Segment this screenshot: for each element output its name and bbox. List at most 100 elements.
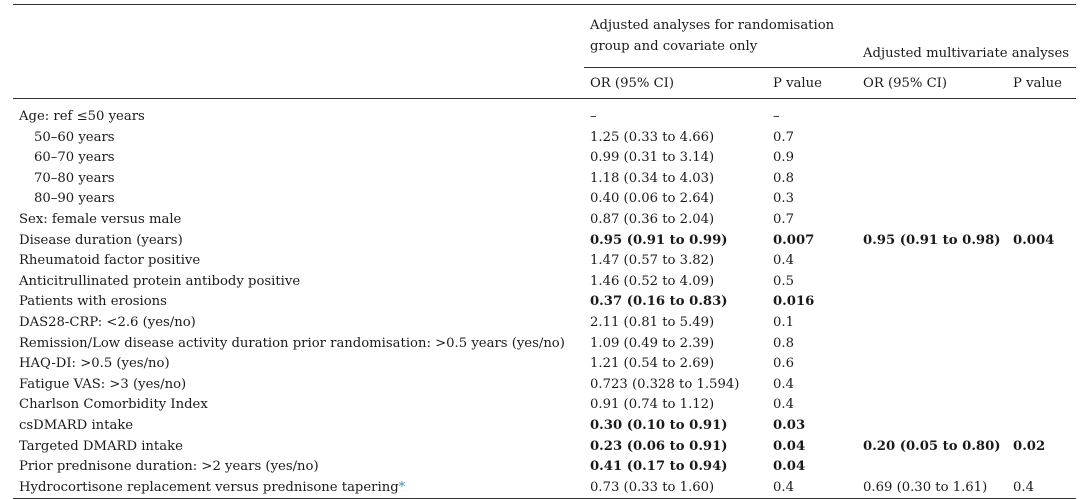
table-row: 50–60 years 1.25 (0.33 to 4.66) 0.7 (13, 128, 1076, 149)
p-value-adjusted: 0.4 (767, 477, 858, 499)
p-value-multivariate-text: 0.4 (1013, 479, 1034, 495)
row-label: Remission/Low disease activity duration … (13, 334, 584, 355)
row-label: 60–70 years (13, 148, 584, 169)
p-value-adjusted: 0.016 (767, 292, 857, 313)
row-label: csDMARD intake (13, 416, 584, 437)
or-ci-adjusted: 1.18 (0.34 to 4.03) (584, 169, 767, 190)
row-label: Hydrocortisone replacement versus predni… (13, 477, 584, 499)
or-ci-multivariate (857, 292, 1007, 313)
or-ci-multivariate (857, 210, 1007, 231)
p-value-adjusted: 0.8 (767, 334, 857, 355)
or-ci-adjusted-text: 2.11 (0.81 to 5.49) (590, 314, 715, 330)
or-ci-multivariate (857, 148, 1007, 169)
or-ci-multivariate: 0.69 (0.30 to 1.61) (857, 477, 1008, 499)
p-value-adjusted-text: 0.04 (773, 438, 806, 454)
row-label-text: 70–80 years (34, 170, 115, 186)
or-ci-multivariate (857, 334, 1007, 355)
p-value-multivariate (1007, 128, 1076, 149)
p-value-adjusted-text: 0.7 (773, 211, 794, 227)
p-value-adjusted: 0.1 (767, 313, 857, 334)
p-value-adjusted-text: 0.04 (773, 459, 806, 475)
p-value-adjusted: 0.7 (767, 210, 857, 231)
p-value-multivariate-text: 0.004 (1013, 232, 1055, 248)
row-label-text: Age: ref ≤50 years (19, 109, 145, 124)
or-ci-adjusted: 0.95 (0.91 to 0.99) (584, 231, 767, 252)
or-ci-adjusted: – (584, 99, 767, 128)
table-row: DAS28-CRP: <2.6 (yes/no) 2.11 (0.81 to 5.… (13, 313, 1076, 334)
p-value-adjusted-text: 0.016 (773, 294, 815, 310)
or-header-1: OR (95% CI) (590, 75, 675, 91)
table-row: 80–90 years 0.40 (0.06 to 2.64) 0.3 (13, 189, 1076, 210)
row-label-text: Patients with erosions (19, 294, 167, 310)
group2-header: Adjusted multivariate analyses (857, 4, 1077, 68)
or-ci-adjusted: 1.09 (0.49 to 2.39) (584, 334, 767, 355)
or-ci-adjusted-text: 0.23 (0.06 to 0.91) (590, 438, 728, 454)
or-ci-adjusted: 0.23 (0.06 to 0.91) (584, 437, 767, 458)
or-ci-multivariate-text: 0.69 (0.30 to 1.61) (863, 479, 988, 495)
p-value-adjusted: 0.6 (767, 354, 857, 375)
row-label-text: Targeted DMARD intake (19, 438, 183, 454)
or-ci-adjusted: 0.99 (0.31 to 3.14) (584, 148, 767, 169)
row-label: 50–60 years (13, 128, 584, 149)
table-row: 70–80 years 1.18 (0.34 to 4.03) 0.8 (13, 169, 1076, 190)
table-row: Sex: female versus male 0.87 (0.36 to 2.0… (13, 210, 1076, 231)
row-label: Charlson Comorbidity Index (13, 395, 584, 416)
p-value-multivariate (1007, 395, 1076, 416)
or-ci-adjusted: 1.25 (0.33 to 4.66) (584, 128, 767, 149)
p-value-multivariate (1007, 416, 1076, 437)
p-value-adjusted: 0.03 (767, 416, 857, 437)
p-value-multivariate (1007, 313, 1076, 334)
p-value-adjusted-text: 0.4 (773, 479, 794, 495)
or-ci-multivariate (857, 99, 1007, 128)
row-label: Patients with erosions (13, 292, 584, 313)
p-value-adjusted: 0.4 (767, 251, 857, 272)
p-value-multivariate (1007, 210, 1076, 231)
or-ci-adjusted-text: 0.73 (0.33 to 1.60) (590, 479, 715, 495)
or-ci-multivariate (857, 354, 1007, 375)
p-value-adjusted-text: 0.1 (773, 314, 794, 330)
p-value-adjusted: 0.3 (767, 189, 857, 210)
row-label-text: 60–70 years (34, 150, 115, 166)
row-label-text: Rheumatoid factor positive (19, 253, 201, 269)
row-label: 70–80 years (13, 169, 584, 190)
or-ci-adjusted-text: 0.95 (0.91 to 0.99) (590, 232, 728, 248)
or-ci-multivariate (857, 375, 1007, 396)
or-ci-adjusted-text: 1.09 (0.49 to 2.39) (590, 335, 715, 351)
row-label-text: Prior prednisone duration: >2 years (yes… (19, 459, 319, 475)
p-value-multivariate (1007, 334, 1076, 355)
table-row: 60–70 years 0.99 (0.31 to 3.14) 0.9 (13, 148, 1076, 169)
p-value-multivariate: 0.004 (1007, 231, 1076, 252)
row-label-text: 80–90 years (34, 191, 115, 207)
p-value-adjusted: 0.4 (767, 395, 857, 416)
or-ci-adjusted-text: 1.21 (0.54 to 2.69) (590, 356, 715, 372)
group1-header-line1: Adjusted analyses for randomisation (590, 18, 835, 33)
row-label: Anticitrullinated protein antibody posit… (13, 272, 584, 293)
or-ci-adjusted: 1.47 (0.57 to 3.82) (584, 251, 767, 272)
row-label: Disease duration (years) (13, 231, 584, 252)
p-header-2: P value (1013, 75, 1062, 91)
or-ci-adjusted-text: 0.91 (0.74 to 1.12) (590, 397, 715, 413)
or-ci-adjusted: 1.46 (0.52 to 4.09) (584, 272, 767, 293)
row-label: Sex: female versus male (13, 210, 584, 231)
row-label-text: HAQ-DI: >0.5 (yes/no) (19, 356, 170, 372)
p-value-multivariate (1007, 99, 1076, 128)
p-value-adjusted: 0.8 (767, 169, 857, 190)
p-value-multivariate (1007, 375, 1076, 396)
row-label: Age: ref ≤50 years (13, 99, 584, 128)
table-header: Adjusted analyses for randomisation group… (13, 4, 1077, 99)
or-ci-adjusted: 0.30 (0.10 to 0.91) (584, 416, 767, 437)
or-ci-adjusted: 0.40 (0.06 to 2.64) (584, 189, 767, 210)
row-label-text: Fatigue VAS: >3 (yes/no) (19, 376, 187, 392)
table-body: Age: ref ≤50 years – – 50–60 years 1.25 (0.3… (13, 99, 1077, 499)
or-ci-adjusted-text: 0.99 (0.31 to 3.14) (590, 150, 715, 166)
footnote-marker[interactable]: * (398, 479, 406, 495)
table-row: Prior prednisone duration: >2 years (yes… (13, 457, 1076, 478)
or-ci-multivariate (857, 169, 1007, 190)
row-label-text: DAS28-CRP: <2.6 (yes/no) (19, 314, 196, 330)
or-ci-multivariate (857, 189, 1007, 210)
row-label-text: Sex: female versus male (19, 211, 182, 227)
row-label-text: csDMARD intake (19, 417, 134, 433)
or-ci-adjusted-text: 1.46 (0.52 to 4.09) (590, 273, 715, 289)
p-value-multivariate: 0.4 (1007, 477, 1077, 499)
